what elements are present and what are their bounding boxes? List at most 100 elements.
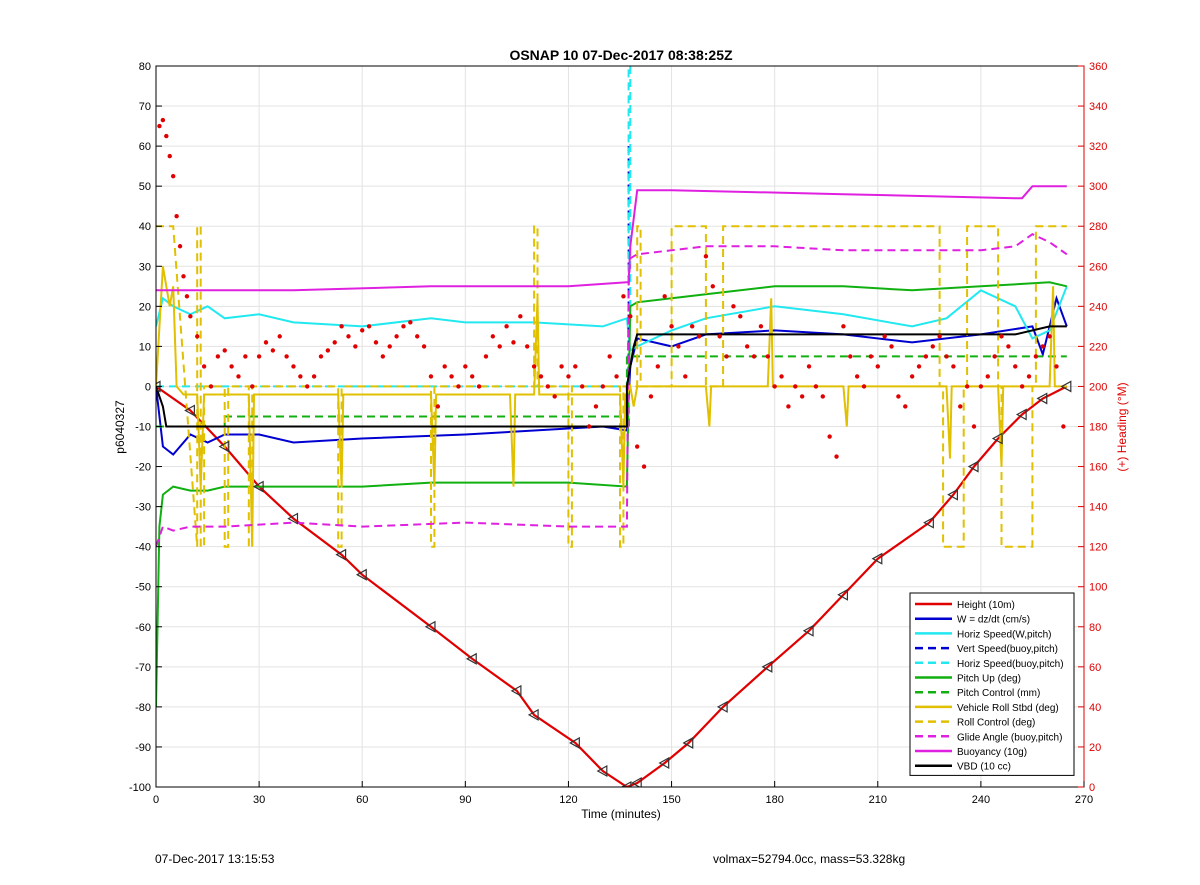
heading-point xyxy=(353,344,358,349)
heading-point xyxy=(208,384,214,389)
heading-point xyxy=(786,404,791,409)
heading-point xyxy=(848,354,853,359)
y-tick-label: 10 xyxy=(139,341,151,353)
x-tick-label: 60 xyxy=(356,794,368,806)
y-tick-label: -100 xyxy=(129,782,151,794)
heading-point xyxy=(793,384,798,389)
height-marker xyxy=(967,460,979,473)
heading-point xyxy=(958,404,963,409)
heading-point xyxy=(648,394,654,399)
series-line-9 xyxy=(156,233,1068,548)
y2-tick-label: 340 xyxy=(1089,101,1107,113)
heading-point xyxy=(415,334,420,339)
height-marker xyxy=(287,512,299,525)
legend-label: Glide Angle (buoy,pitch) xyxy=(957,732,1062,743)
heading-point xyxy=(442,364,447,369)
heading-point xyxy=(710,284,715,289)
heading-point xyxy=(373,340,379,345)
height-marker xyxy=(871,552,883,565)
heading-point xyxy=(1013,364,1018,369)
heading-point xyxy=(696,334,702,339)
heading-point xyxy=(903,404,908,409)
y-tick-label: -10 xyxy=(135,422,151,434)
heading-point xyxy=(504,324,509,329)
heading-point xyxy=(222,348,227,353)
heading-point xyxy=(435,404,441,409)
y-tick-label: -70 xyxy=(135,662,151,674)
x-tick-label: 0 xyxy=(153,794,159,806)
heading-point xyxy=(758,324,764,329)
heading-point xyxy=(476,384,482,389)
legend-label: Pitch Control (mm) xyxy=(957,688,1040,699)
heading-point xyxy=(916,364,922,369)
heading-point xyxy=(188,314,193,319)
heading-point xyxy=(401,324,406,329)
heading-point xyxy=(157,123,162,129)
y-tick-label: 80 xyxy=(139,61,151,73)
heading-point xyxy=(841,324,846,329)
heading-point xyxy=(497,344,502,349)
heading-point xyxy=(861,384,867,389)
x-tick-label: 120 xyxy=(559,794,577,806)
heading-point xyxy=(586,424,592,429)
legend-label: Height (10m) xyxy=(957,600,1015,611)
footer-timestamp: 07-Dec-2017 13:15:53 xyxy=(155,852,275,866)
y-tick-label: -60 xyxy=(135,622,151,634)
heading-point xyxy=(538,374,544,379)
legend-label: VBD (10 cc) xyxy=(957,762,1011,773)
heading-point xyxy=(937,334,942,339)
heading-point xyxy=(889,344,894,349)
heading-point xyxy=(174,214,179,219)
heading-point xyxy=(394,334,399,339)
heading-point xyxy=(1026,374,1032,379)
y2-tick-label: 160 xyxy=(1089,462,1107,474)
heading-point xyxy=(834,454,839,459)
heading-point xyxy=(964,384,970,389)
heading-point xyxy=(909,374,915,379)
y-tick-label: -40 xyxy=(135,542,151,554)
heading-point xyxy=(339,324,344,329)
heading-point xyxy=(380,354,386,359)
y2-tick-label: 100 xyxy=(1089,582,1107,594)
y2-tick-label: 260 xyxy=(1089,261,1107,273)
x-tick-label: 180 xyxy=(765,794,783,806)
heading-point xyxy=(896,394,901,399)
height-marker xyxy=(991,432,1003,445)
heading-point xyxy=(277,334,282,339)
heading-point xyxy=(1054,364,1059,369)
y2-tick-label: 20 xyxy=(1089,742,1101,754)
height-marker xyxy=(923,516,934,529)
heading-point xyxy=(676,344,681,349)
height-marker xyxy=(630,776,642,787)
heading-point xyxy=(256,354,262,359)
heading-point xyxy=(1040,344,1045,349)
y-tick-label: 40 xyxy=(139,221,151,233)
height-marker xyxy=(837,588,849,601)
y-tick-label: -80 xyxy=(135,702,151,714)
heading-point xyxy=(655,364,661,369)
heading-point xyxy=(195,334,200,339)
heading-point xyxy=(332,340,337,345)
heading-point xyxy=(717,334,722,339)
height-marker xyxy=(355,568,367,581)
heading-point xyxy=(456,384,461,389)
heading-point xyxy=(992,354,997,359)
heading-point xyxy=(270,348,276,353)
heading-point xyxy=(545,384,551,389)
heading-point xyxy=(772,384,777,389)
heading-point xyxy=(703,254,709,259)
legend-label: Roll Control (deg) xyxy=(957,718,1035,729)
y-tick-label: 0 xyxy=(145,381,151,393)
heading-point xyxy=(525,344,530,349)
legend-label: Horiz Speed(W,pitch) xyxy=(957,629,1051,640)
legend-label: Vert Speed(buoy,pitch) xyxy=(957,644,1058,655)
height-marker xyxy=(252,480,264,493)
y2-axis-label: (+) Heading (°M) xyxy=(1115,382,1129,471)
heading-point xyxy=(566,374,571,379)
y-tick-label: 20 xyxy=(139,301,151,313)
heading-point xyxy=(483,354,489,359)
series-line-11 xyxy=(156,325,1067,428)
height-marker xyxy=(335,548,347,561)
legend-label: Horiz Speed(buoy,pitch) xyxy=(957,659,1064,670)
heading-point xyxy=(731,304,736,309)
